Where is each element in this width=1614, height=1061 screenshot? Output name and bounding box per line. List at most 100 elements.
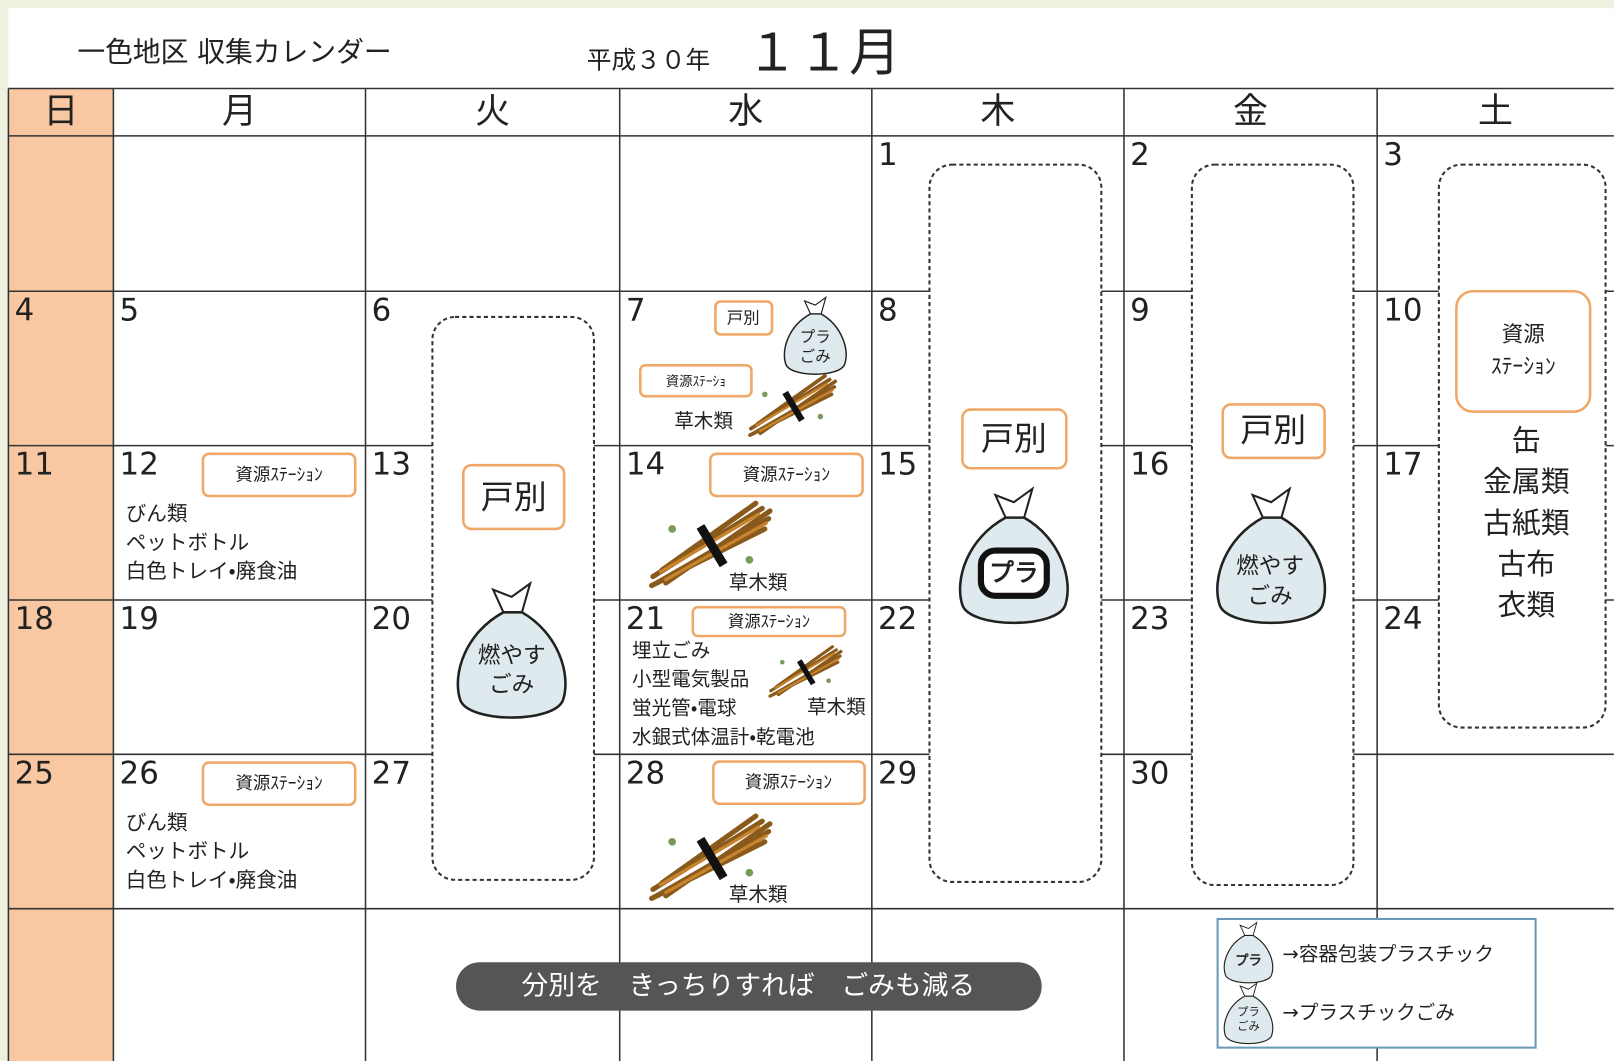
- note-label: 草木類: [807, 696, 866, 719]
- item: 衣類: [1498, 588, 1556, 622]
- item: 白色トレイ・廃食油: [126, 868, 298, 892]
- item: びん類: [126, 502, 188, 526]
- bag-text: 燃やす: [478, 643, 546, 669]
- item: 金属類: [1483, 465, 1570, 499]
- legend-text: →プラスチックごみ: [1282, 1001, 1454, 1024]
- tag: [714, 300, 774, 336]
- date: 3: [1383, 137, 1403, 173]
- date: 10: [1383, 292, 1422, 328]
- note-label: 草木類: [674, 409, 733, 432]
- weekday: 火: [475, 92, 510, 132]
- weekday: 月: [222, 92, 257, 132]
- tag-text: 資源ｽﾃｰｼｮﾝ: [235, 465, 322, 485]
- date: 29: [878, 755, 917, 791]
- date: 13: [372, 447, 411, 483]
- date: 18: [15, 601, 54, 637]
- date: 16: [1130, 447, 1169, 483]
- bag-text: ごみ: [800, 348, 831, 366]
- tag: [712, 760, 866, 806]
- date: 30: [1130, 755, 1169, 791]
- tag: [1455, 289, 1592, 413]
- weekday-header: 日月火水木金土: [43, 92, 1513, 132]
- item: 水銀式体温計・乾電池: [632, 725, 815, 748]
- tag: [638, 364, 753, 398]
- date: 2: [1130, 137, 1150, 173]
- item: 蛍光管・電球: [632, 697, 737, 720]
- weekday: 木: [980, 92, 1015, 132]
- bag-text: プラ: [800, 328, 831, 346]
- tag-text: 資源: [1502, 322, 1545, 347]
- tag-text: 戸別: [981, 419, 1047, 458]
- tag: [708, 452, 864, 498]
- item: 古布: [1498, 547, 1556, 581]
- date: 23: [1130, 601, 1169, 637]
- item: びん類: [126, 810, 188, 834]
- sunday-column: [8, 88, 114, 1061]
- date: 14: [626, 447, 665, 483]
- item: 古紙類: [1483, 506, 1570, 540]
- weekday: 土: [1478, 92, 1513, 132]
- date: 9: [1130, 292, 1150, 328]
- item: ペットボトル: [126, 530, 249, 554]
- item: 埋立ごみ: [632, 639, 710, 662]
- item: 缶: [1512, 424, 1541, 458]
- grid: [7, 87, 1614, 1061]
- tag-text: 資源ｽﾃｰｼｮﾝ: [745, 773, 832, 793]
- date: 7: [626, 292, 646, 328]
- date: 21: [626, 601, 665, 637]
- date: 26: [120, 755, 159, 791]
- tag-text: 戸別: [481, 478, 547, 517]
- year: 平成３０年: [587, 46, 710, 75]
- tag-text: 戸別: [1240, 411, 1306, 450]
- legend-icon-text: ごみ: [1237, 1019, 1260, 1033]
- date: 11: [15, 447, 54, 483]
- slogan: 分別を きっちりすれば ごみも減る: [521, 970, 975, 1001]
- tag: [201, 761, 357, 807]
- bag-text: 燃やす: [1236, 554, 1304, 580]
- item: 白色トレイ・廃食油: [126, 559, 298, 583]
- tag-text: 資源ｽﾃｰｼｮﾝ: [743, 465, 830, 485]
- slogan-banner: [456, 962, 1042, 1011]
- tag-text: 資源ｽﾃｰｼｮ: [666, 374, 726, 390]
- date: 22: [878, 601, 917, 637]
- tag: [961, 408, 1068, 470]
- tag: [461, 463, 566, 531]
- tag: [1221, 403, 1326, 460]
- weekday: 水: [728, 92, 763, 132]
- tag-text: 資源ｽﾃｰｼｮﾝ: [728, 612, 810, 631]
- month: １１月: [746, 24, 900, 84]
- pla-mark: [977, 547, 1050, 599]
- date: 15: [878, 447, 917, 483]
- legend-icon-text: プラ: [1237, 1005, 1260, 1019]
- bag-text: ごみ: [1247, 583, 1292, 609]
- date: 20: [372, 601, 411, 637]
- tag-text: ｽﾃｰｼｮﾝ: [1491, 354, 1556, 379]
- date: 6: [372, 292, 392, 328]
- date: 27: [372, 755, 411, 791]
- tag-text: 戸別: [727, 309, 760, 328]
- date: 1: [878, 137, 898, 173]
- date: 17: [1383, 447, 1422, 483]
- tag: [201, 452, 357, 498]
- bag-text: プラ: [989, 558, 1038, 587]
- date: 25: [15, 755, 54, 791]
- note-label: 草木類: [729, 571, 788, 594]
- item: ペットボトル: [126, 839, 249, 863]
- legend-text: →容器包装プラスチック: [1282, 943, 1493, 966]
- bag-text: ごみ: [489, 672, 534, 698]
- tag-text: 資源ｽﾃｰｼｮﾝ: [235, 774, 322, 794]
- date: 5: [120, 292, 140, 328]
- weekday: 日: [43, 92, 78, 132]
- item: 小型電気製品: [632, 668, 749, 691]
- weekday: 金: [1233, 92, 1268, 132]
- tag: [691, 605, 847, 638]
- date: 28: [626, 755, 665, 791]
- note-label: 草木類: [729, 883, 788, 906]
